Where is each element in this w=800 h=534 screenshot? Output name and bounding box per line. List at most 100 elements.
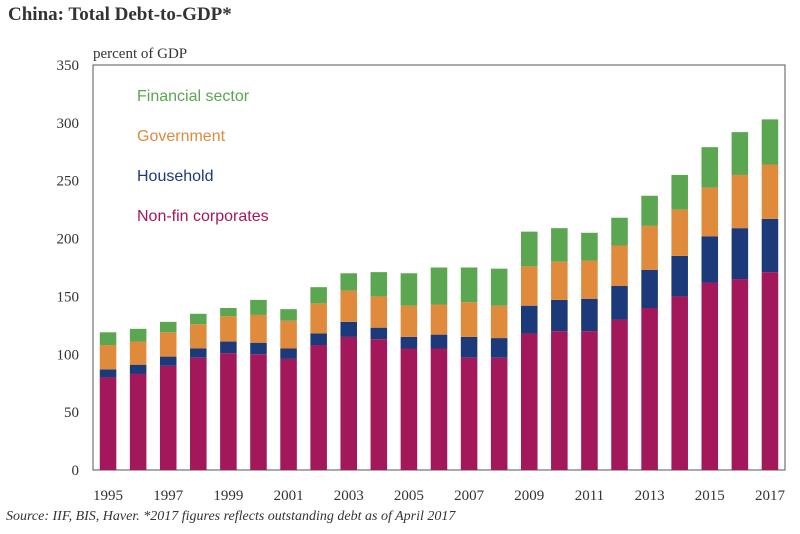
bar-segment [310,303,327,334]
bar-segment [280,320,297,349]
bar-segment [430,267,448,305]
bar-segment [761,218,779,273]
bar-segment [99,332,117,346]
bar-segment [190,313,207,325]
bar-segment [370,339,388,470]
bar-segment [400,348,418,470]
bar-segment [340,273,358,291]
bar-segment [190,324,207,349]
bar-segment [310,345,327,470]
bar-segment [761,119,779,165]
bar-segment [641,225,658,270]
bar-segment [671,209,688,256]
bar-segment [761,272,779,470]
bar-segment [220,341,237,354]
bar-segment [280,358,297,470]
y-tick-label: 350 [57,58,80,74]
bar-segment [190,357,207,470]
x-tick-label: 2015 [695,488,725,504]
bar-segment [129,373,147,470]
bar-segment [220,353,237,470]
bar-segment [701,147,719,188]
bar-segment [611,217,628,246]
bar-segment [460,302,478,337]
y-tick-label: 100 [57,347,80,363]
bar-segment [400,305,418,337]
x-tick-label: 2013 [635,488,665,504]
bar-segment [310,287,327,304]
bar-segment [370,327,388,340]
bar-segment [490,338,508,358]
bar-segment [310,333,327,346]
bar-segment [370,272,388,297]
bar-segment [99,369,117,378]
bar-segment [551,261,568,300]
bar-segment [250,299,267,315]
bar-segment [400,273,418,306]
bar-segment [581,232,598,261]
bar-segment [581,331,598,470]
chart-title: China: Total Debt-to-GDP* [8,4,232,25]
bar-segment [159,332,177,357]
x-tick-label: 2005 [394,488,424,504]
bar-segment [551,299,568,332]
legend: Financial sector Government Household Non-f… [137,88,269,225]
bar-segment [460,336,478,358]
legend-entry: Financial sector [137,88,250,105]
bar-segment [430,304,448,335]
bar-segment [370,296,388,328]
bar-segment [671,296,688,470]
bar-segment [430,334,448,349]
x-tick-label: 1997 [153,488,184,504]
bar-segment [701,187,719,237]
bar-segment [340,321,358,337]
x-tick-label: 2017 [755,488,786,504]
bar-segment [159,365,177,470]
bar-segment [581,298,598,332]
y-axis-ticks: 0 50 100 150 200 250 300 350 [57,58,80,479]
bar-segment [129,341,147,365]
bar-segment [280,348,297,359]
legend-entry: Government [137,128,226,145]
bar-segment [159,356,177,366]
bar-segment [641,195,658,226]
bar-segment [129,328,147,342]
bar-segment [611,245,628,287]
y-tick-label: 200 [57,232,80,248]
bar-segment [731,228,749,280]
bar-segment [520,305,538,334]
bar-segment [581,260,598,299]
bar-segment [460,267,478,303]
bar-segment [99,345,117,370]
bar-segment [250,314,267,343]
bar-segment [701,282,719,470]
bar-segment [430,348,448,470]
bar-segment [220,308,237,317]
y-tick-label: 50 [64,405,79,421]
bar-segment [731,279,749,470]
x-axis-ticks: 1995 1997 1999 2001 2003 2005 2007 2009 2011 2013… [93,488,785,504]
bar-segment [641,269,658,308]
x-tick-label: 2003 [334,488,364,504]
bar-segment [701,236,719,283]
bar-segment [400,336,418,349]
source-note: Source: IIF, BIS, Haver. *2017 figures r… [6,509,456,524]
bar-segment [551,228,568,262]
y-tick-label: 0 [72,463,80,479]
y-tick-label: 250 [57,174,80,190]
x-tick-label: 2007 [454,488,485,504]
bar-segment [671,174,688,210]
bars [99,119,779,470]
bar-segment [250,354,267,470]
bar-segment [731,132,749,175]
bar-segment [220,316,237,342]
bar-segment [340,336,358,470]
bar-segment [611,286,628,320]
y-axis-label: percent of GDP [93,46,187,62]
bar-segment [731,174,749,229]
bar-segment [129,364,147,374]
x-tick-label: 2011 [575,488,604,504]
x-tick-label: 2009 [514,488,544,504]
bar-segment [761,164,779,219]
x-tick-label: 1995 [93,488,123,504]
